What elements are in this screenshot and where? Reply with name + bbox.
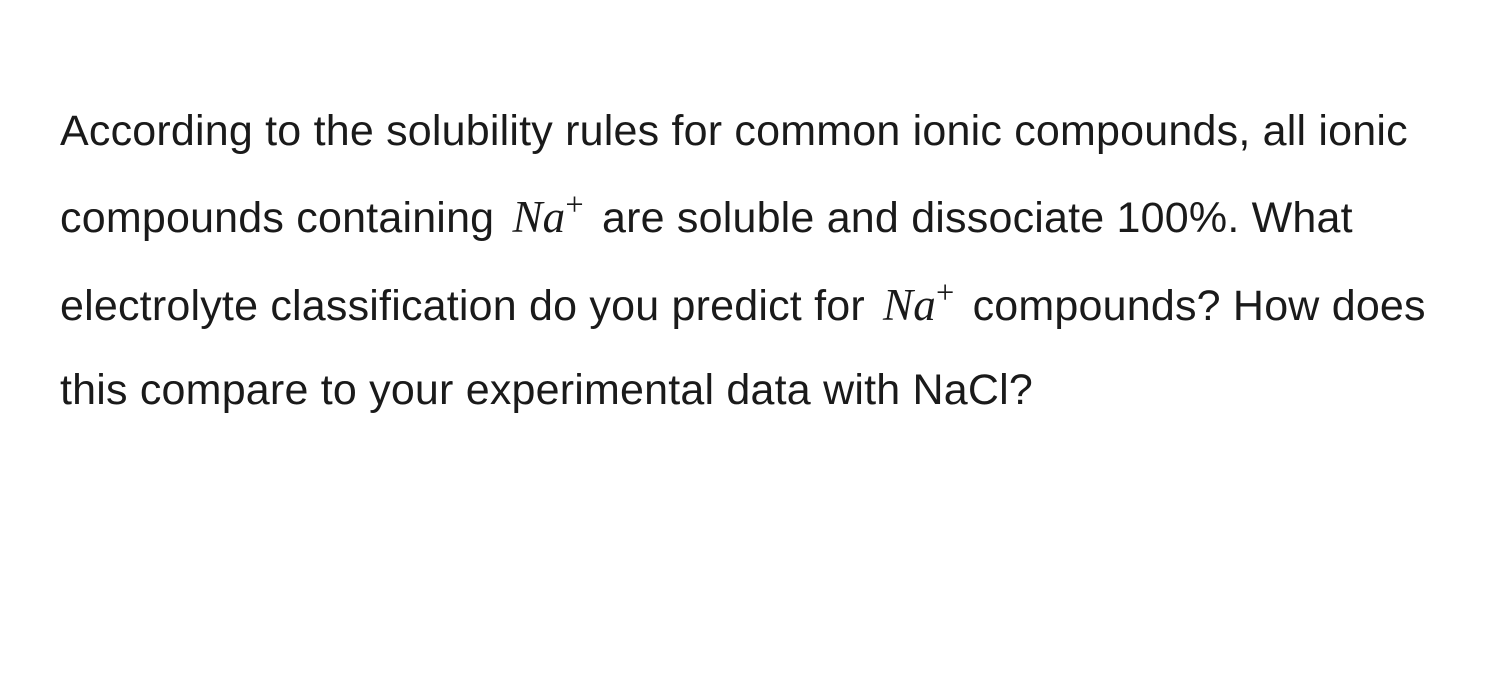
- math-superscript: +: [565, 187, 583, 223]
- math-na-plus-1: Na+: [506, 192, 589, 242]
- math-na-plus-2: Na+: [877, 280, 960, 330]
- math-superscript: +: [936, 275, 954, 311]
- math-base: Na: [883, 280, 936, 330]
- question-paragraph: According to the solubility rules for co…: [0, 0, 1500, 493]
- math-base: Na: [512, 192, 565, 242]
